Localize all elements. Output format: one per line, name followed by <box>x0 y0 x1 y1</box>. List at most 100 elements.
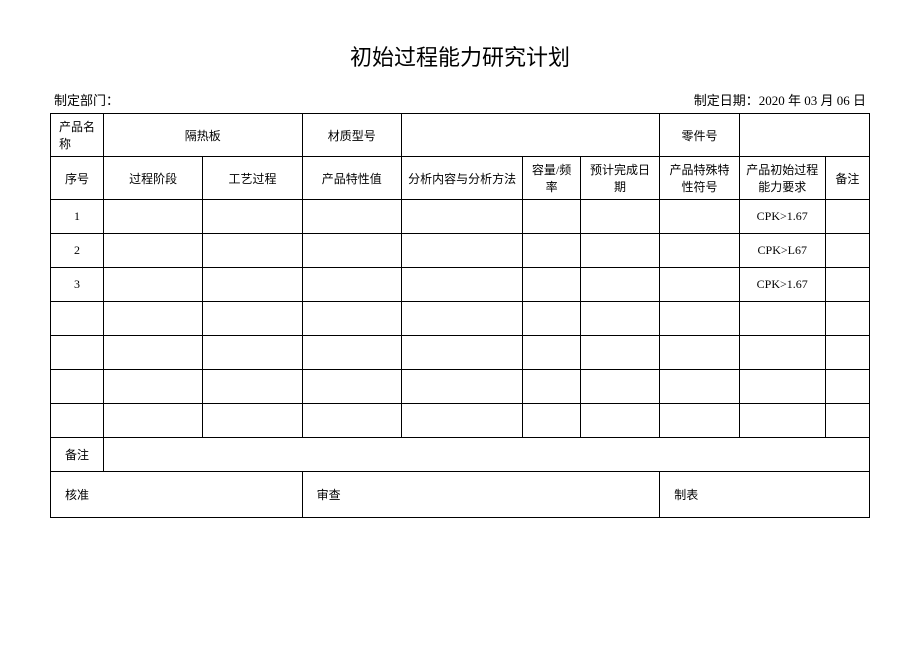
cell-note <box>825 336 869 370</box>
col-process: 工艺过程 <box>203 157 302 200</box>
cell-process <box>203 302 302 336</box>
table-row <box>51 370 870 404</box>
table-row: 3 CPK>1.67 <box>51 268 870 302</box>
cell-due <box>580 302 659 336</box>
col-note: 备注 <box>825 157 869 200</box>
approve-label: 核准 <box>65 488 89 502</box>
cell-method <box>401 302 522 336</box>
cell-req: CPK>L67 <box>739 234 825 268</box>
signature-row: 核准 审查 制表 <box>51 472 870 518</box>
cell-symbol <box>660 302 739 336</box>
cell-symbol <box>660 370 739 404</box>
cell-symbol <box>660 200 739 234</box>
cell-req <box>739 336 825 370</box>
cell-req <box>739 404 825 438</box>
part-no-label: 零件号 <box>660 114 739 157</box>
cell-method <box>401 370 522 404</box>
cell-note <box>825 200 869 234</box>
cell-due <box>580 370 659 404</box>
remark-label: 备注 <box>51 438 104 472</box>
cell-process <box>203 404 302 438</box>
meta-row: 制定部门： 制定日期：2020 年 03 月 06 日 <box>50 90 870 109</box>
table-row: 1 CPK>1.67 <box>51 200 870 234</box>
cell-req: CPK>1.67 <box>739 268 825 302</box>
cell-req: CPK>1.67 <box>739 200 825 234</box>
cell-seq: 2 <box>51 234 104 268</box>
approve-cell: 核准 <box>51 472 303 518</box>
product-name-value: 隔热板 <box>103 114 302 157</box>
cell-note <box>825 234 869 268</box>
cell-due <box>580 336 659 370</box>
cell-freq <box>523 404 580 438</box>
remark-row: 备注 <box>51 438 870 472</box>
col-symbol: 产品特殊特性符号 <box>660 157 739 200</box>
product-name-label: 产品名称 <box>51 114 104 157</box>
main-table: 产品名称 隔热板 材质型号 零件号 序号 过程阶段 工艺过程 产品特性值 分析内… <box>50 113 870 518</box>
table-row <box>51 404 870 438</box>
table-row <box>51 336 870 370</box>
cell-due <box>580 404 659 438</box>
prepare-label: 制表 <box>674 488 698 502</box>
review-label: 审查 <box>317 488 341 502</box>
cell-stage <box>103 370 202 404</box>
cell-symbol <box>660 234 739 268</box>
material-value <box>401 114 659 157</box>
cell-method <box>401 404 522 438</box>
cell-seq <box>51 336 104 370</box>
cell-stage <box>103 404 202 438</box>
cell-symbol <box>660 336 739 370</box>
cell-seq <box>51 404 104 438</box>
cell-char <box>302 336 401 370</box>
cell-freq <box>523 200 580 234</box>
cell-method <box>401 234 522 268</box>
material-label: 材质型号 <box>302 114 401 157</box>
date-label: 制定日期： <box>694 93 759 108</box>
dept-label: 制定部门： <box>54 90 119 109</box>
cell-method <box>401 200 522 234</box>
cell-char <box>302 234 401 268</box>
cell-seq <box>51 370 104 404</box>
cell-char <box>302 200 401 234</box>
cell-char <box>302 268 401 302</box>
remark-content <box>103 438 869 472</box>
cell-due <box>580 200 659 234</box>
date-value: 2020 年 03 月 06 日 <box>759 93 866 108</box>
cell-seq: 1 <box>51 200 104 234</box>
cell-freq <box>523 336 580 370</box>
cell-stage <box>103 200 202 234</box>
cell-stage <box>103 234 202 268</box>
cell-due <box>580 268 659 302</box>
cell-char <box>302 370 401 404</box>
cell-req <box>739 370 825 404</box>
cell-seq: 3 <box>51 268 104 302</box>
cell-note <box>825 370 869 404</box>
cell-process <box>203 200 302 234</box>
column-header-row: 序号 过程阶段 工艺过程 产品特性值 分析内容与分析方法 容量/频率 预计完成日… <box>51 157 870 200</box>
cell-note <box>825 404 869 438</box>
cell-char <box>302 404 401 438</box>
cell-char <box>302 302 401 336</box>
cell-process <box>203 370 302 404</box>
col-seq: 序号 <box>51 157 104 200</box>
cell-method <box>401 268 522 302</box>
col-req: 产品初始过程能力要求 <box>739 157 825 200</box>
info-row: 产品名称 隔热板 材质型号 零件号 <box>51 114 870 157</box>
table-row <box>51 302 870 336</box>
col-method: 分析内容与分析方法 <box>401 157 522 200</box>
table-row: 2 CPK>L67 <box>51 234 870 268</box>
page-title: 初始过程能力研究计划 <box>50 40 870 72</box>
cell-method <box>401 336 522 370</box>
cell-process <box>203 268 302 302</box>
cell-note <box>825 302 869 336</box>
cell-note <box>825 268 869 302</box>
cell-due <box>580 234 659 268</box>
col-freq: 容量/频率 <box>523 157 580 200</box>
col-due: 预计完成日期 <box>580 157 659 200</box>
cell-stage <box>103 302 202 336</box>
cell-freq <box>523 234 580 268</box>
cell-stage <box>103 268 202 302</box>
cell-freq <box>523 302 580 336</box>
cell-freq <box>523 268 580 302</box>
date-cell: 制定日期：2020 年 03 月 06 日 <box>694 90 866 109</box>
col-char: 产品特性值 <box>302 157 401 200</box>
